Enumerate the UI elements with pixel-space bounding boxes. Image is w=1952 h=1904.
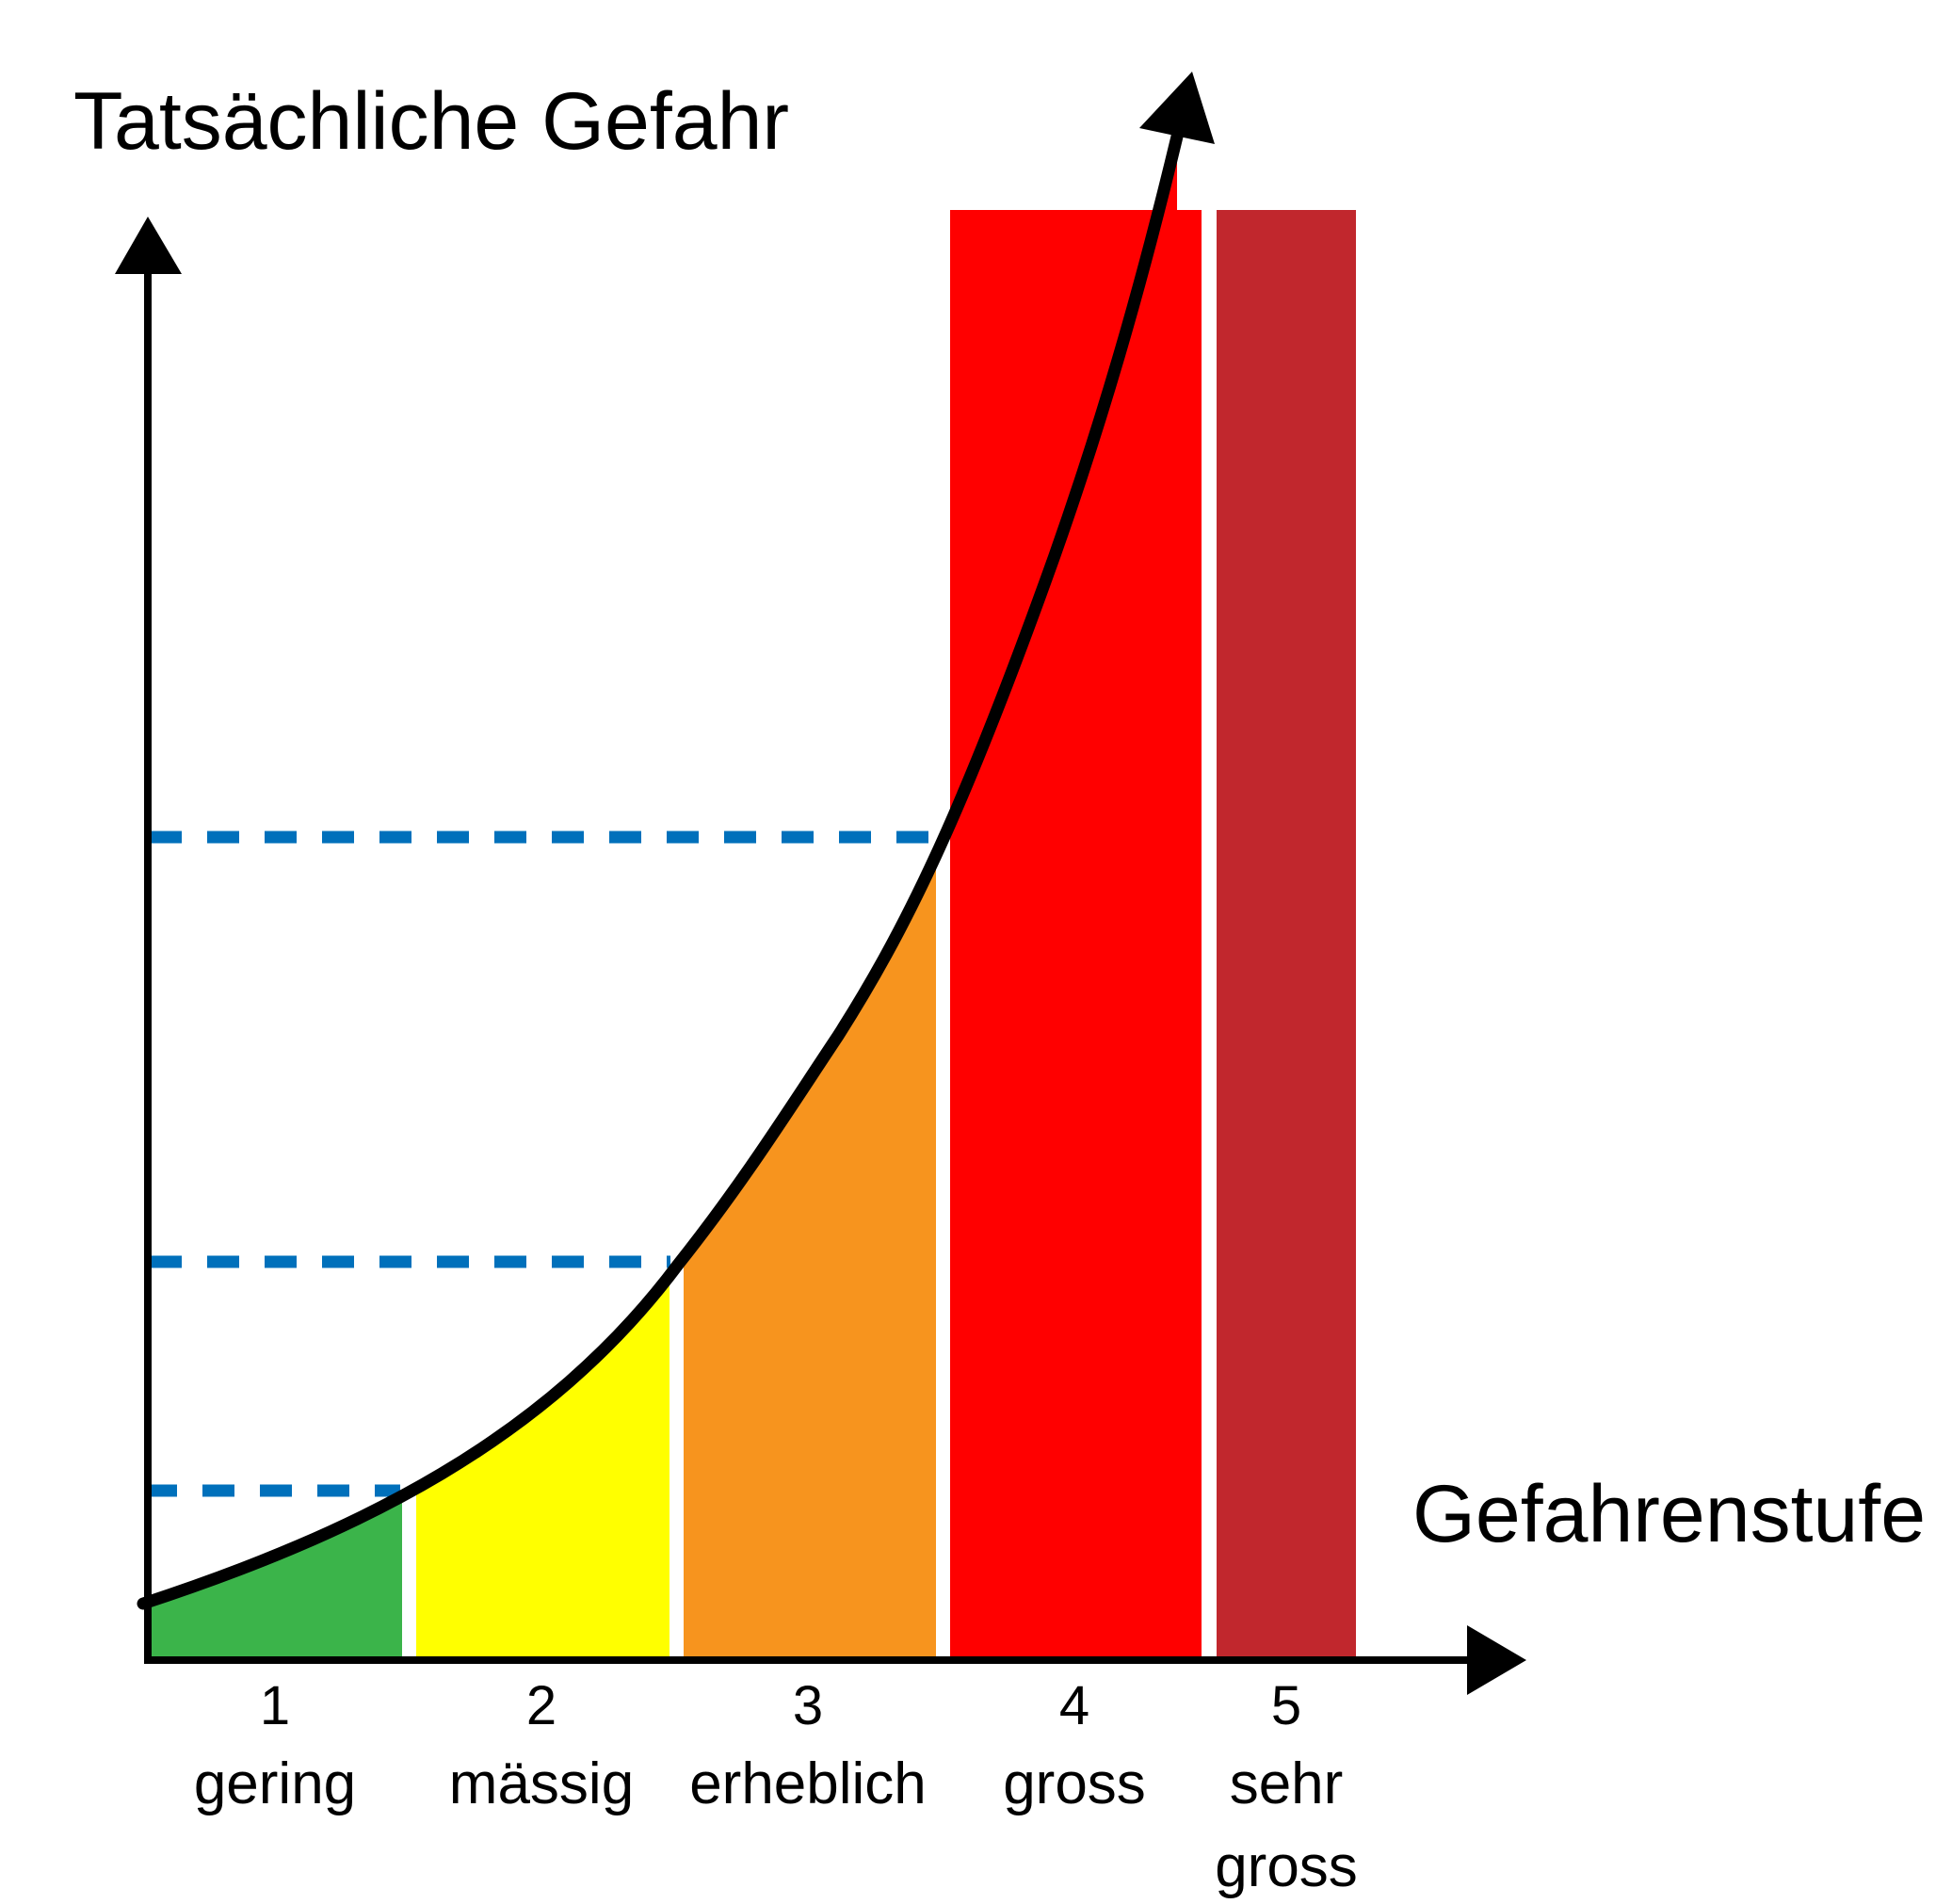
axes — [115, 217, 1526, 1695]
level-band-2 — [416, 137, 669, 1657]
risk-curve — [137, 130, 1184, 1610]
level-2-name: mässig — [449, 1751, 634, 1816]
y-axis-arrowhead — [115, 217, 182, 274]
x-axis-arrowhead — [1467, 1625, 1526, 1695]
level-3-number: 3 — [793, 1675, 823, 1736]
level-1-number: 1 — [260, 1675, 290, 1736]
x-axis-title: Gefahrenstufe — [1412, 1469, 1926, 1559]
level-3-name: erheblich — [689, 1751, 927, 1816]
level-4-name: gross — [1003, 1751, 1146, 1816]
level-5-name-line2: gross — [1215, 1834, 1358, 1899]
y-axis-title: Tatsächliche Gefahr — [73, 76, 789, 167]
level-band-4-top — [950, 210, 1202, 1657]
level-band-1 — [148, 137, 402, 1657]
level-band-5 — [1217, 210, 1356, 1657]
level-band-3 — [684, 137, 936, 1657]
level-2-number: 2 — [526, 1675, 557, 1736]
risk-curve-group — [137, 72, 1215, 1610]
level-4-number: 4 — [1059, 1675, 1089, 1736]
guide-lines — [145, 831, 932, 1497]
curve-arrowhead — [1139, 72, 1215, 144]
level-5-name: sehr — [1230, 1751, 1344, 1816]
level-5-number: 5 — [1271, 1675, 1301, 1736]
level-labels: 1 gering 2 mässig 3 erheblich 4 gross 5 … — [194, 1675, 1358, 1899]
level-1-name: gering — [194, 1751, 356, 1816]
